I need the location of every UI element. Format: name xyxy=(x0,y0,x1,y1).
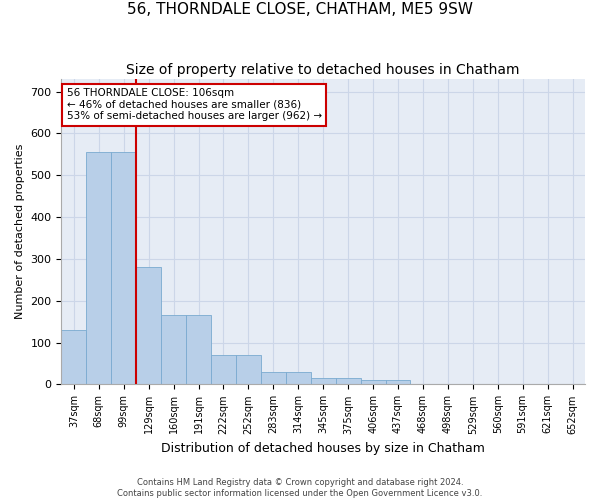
Bar xyxy=(335,378,361,384)
Bar xyxy=(86,152,111,384)
Bar xyxy=(286,372,311,384)
Bar xyxy=(386,380,410,384)
Bar xyxy=(211,355,236,384)
Title: Size of property relative to detached houses in Chatham: Size of property relative to detached ho… xyxy=(127,62,520,76)
Bar xyxy=(186,316,211,384)
Y-axis label: Number of detached properties: Number of detached properties xyxy=(15,144,25,320)
Bar xyxy=(261,372,286,384)
X-axis label: Distribution of detached houses by size in Chatham: Distribution of detached houses by size … xyxy=(161,442,485,455)
Text: Contains HM Land Registry data © Crown copyright and database right 2024.
Contai: Contains HM Land Registry data © Crown c… xyxy=(118,478,482,498)
Bar xyxy=(161,316,186,384)
Bar xyxy=(311,378,335,384)
Bar xyxy=(361,380,386,384)
Bar xyxy=(236,355,261,384)
Text: 56 THORNDALE CLOSE: 106sqm
← 46% of detached houses are smaller (836)
53% of sem: 56 THORNDALE CLOSE: 106sqm ← 46% of deta… xyxy=(67,88,322,122)
Bar xyxy=(111,152,136,384)
Text: 56, THORNDALE CLOSE, CHATHAM, ME5 9SW: 56, THORNDALE CLOSE, CHATHAM, ME5 9SW xyxy=(127,2,473,18)
Bar xyxy=(136,268,161,384)
Bar xyxy=(61,330,86,384)
